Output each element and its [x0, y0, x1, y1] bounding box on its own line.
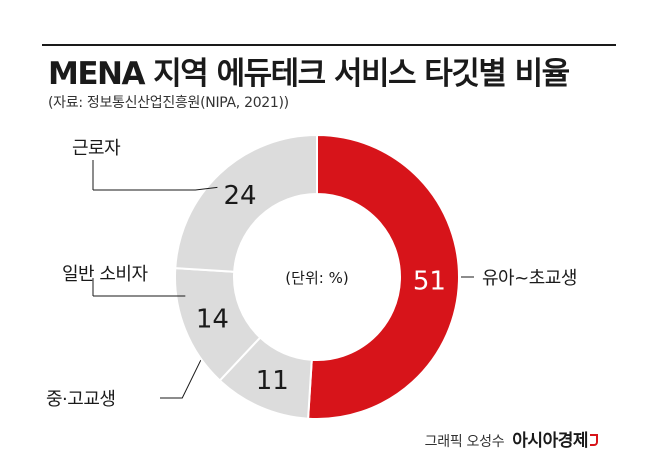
category-label-general-consumer: 일반 소비자 — [62, 264, 148, 285]
graphic-credit: 그래픽 오성수 — [424, 434, 505, 450]
leader-line-middle-high-school — [160, 352, 205, 399]
value-label-middle-high-school: 11 — [256, 366, 289, 396]
category-label-worker: 근로자 — [72, 138, 121, 159]
chart-source: (자료: 정보통신산업진흥원(NIPA, 2021)) — [48, 95, 289, 111]
unit-label: (단위: %) — [285, 269, 348, 287]
brand-mark-icon — [590, 434, 598, 446]
credit-line: 그래픽 오성수 아시아경제 — [425, 426, 598, 451]
value-label-general-consumer: 14 — [196, 304, 229, 334]
category-label-middle-high-school: 중·고교생 — [46, 389, 115, 410]
value-label-kindergarten-elementary: 51 — [413, 267, 446, 297]
brand-logo: 아시아경제 — [512, 426, 598, 451]
title-rule — [42, 44, 616, 46]
leader-line-worker — [93, 186, 218, 191]
category-label-kindergarten-elementary: 유아~초교생 — [482, 268, 577, 289]
donut-slice-worker — [174, 133, 318, 273]
donut-slice-kindergarten-elementary — [307, 133, 460, 420]
chart-title: MENA 지역 에듀테크 서비스 타깃별 비율 — [48, 56, 570, 92]
value-label-worker: 24 — [223, 181, 256, 211]
